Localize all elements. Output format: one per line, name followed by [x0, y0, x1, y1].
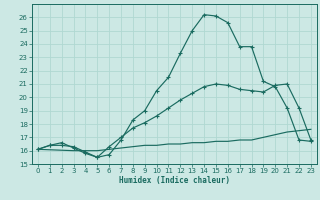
- X-axis label: Humidex (Indice chaleur): Humidex (Indice chaleur): [119, 176, 230, 185]
